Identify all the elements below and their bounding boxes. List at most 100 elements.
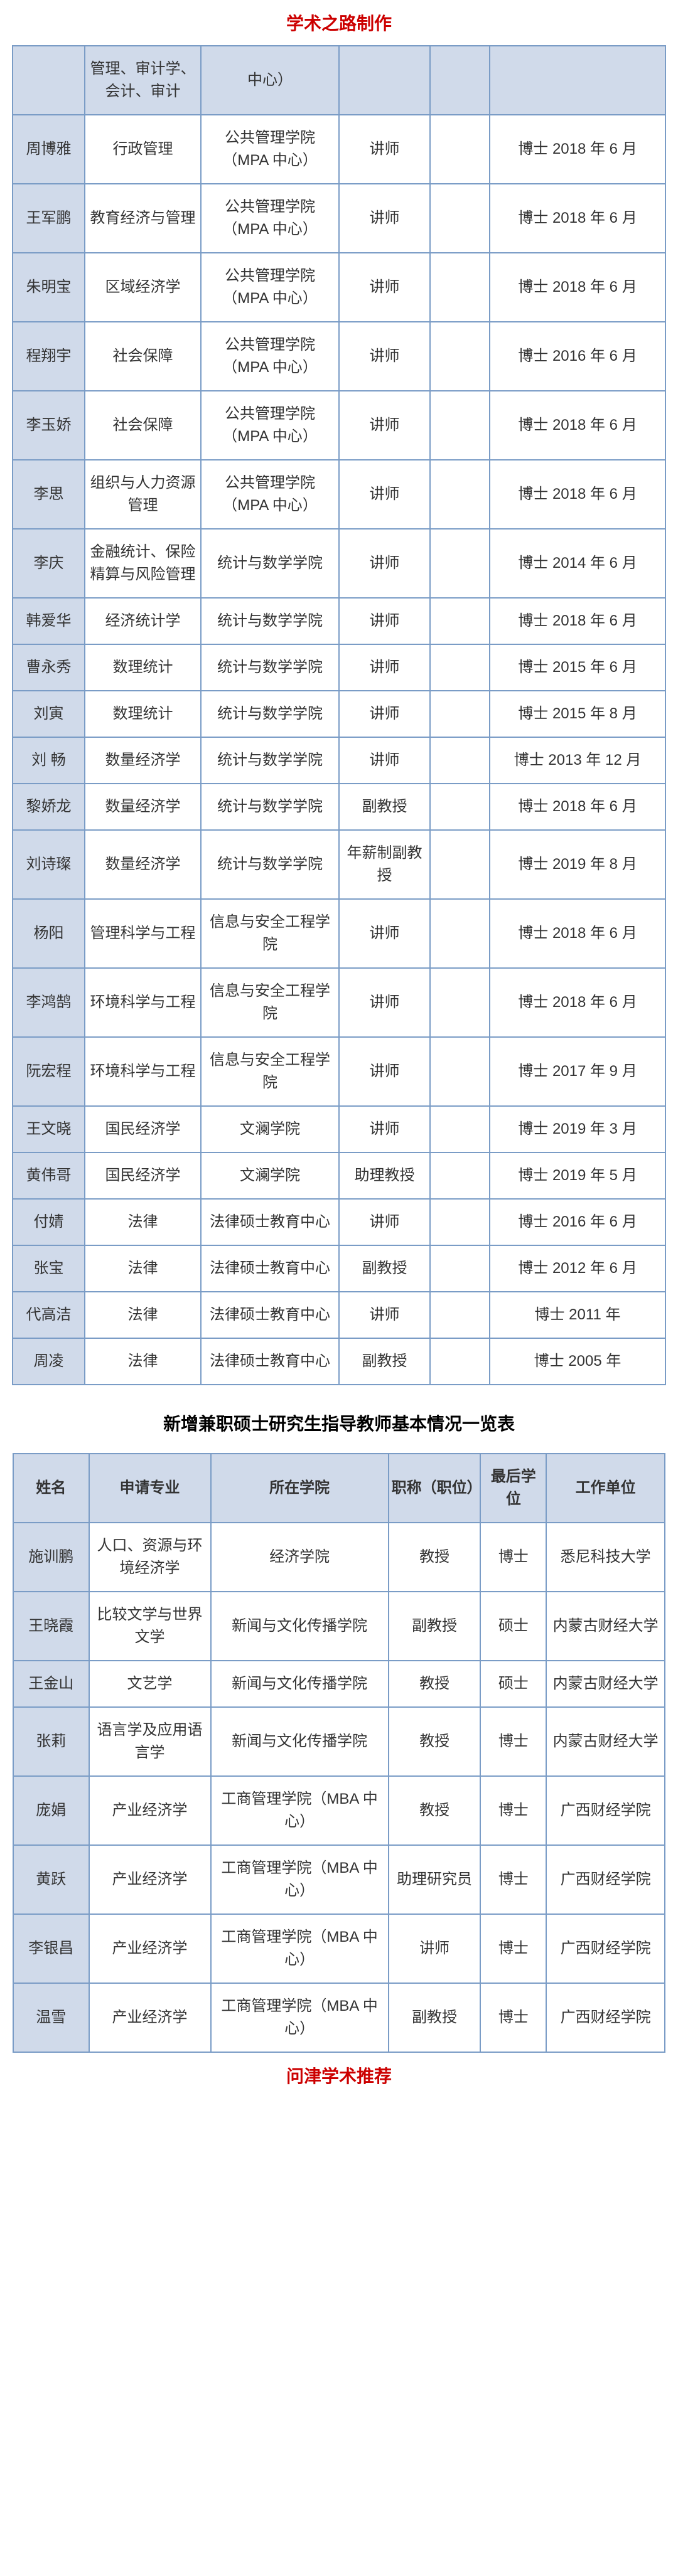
table-row: 阮宏程环境科学与工程信息与安全工程学院讲师博士 2017 年 9 月: [13, 1037, 665, 1106]
data-cell: [430, 899, 490, 968]
data-cell: 公共管理学院（MPA 中心）: [201, 322, 339, 391]
name-cell: 曹永秀: [13, 644, 85, 691]
data-cell: 环境科学与工程: [85, 1037, 201, 1106]
table2-header-cell: 姓名: [13, 1454, 89, 1523]
data-cell: 信息与安全工程学院: [201, 1037, 339, 1106]
table1-header-cell: 中心）: [201, 46, 339, 115]
table1-header-cell: [339, 46, 430, 115]
table1-header-cell: [430, 46, 490, 115]
data-cell: 讲师: [339, 184, 430, 253]
name-cell: 付婧: [13, 1199, 85, 1245]
name-cell: 李银昌: [13, 1914, 89, 1983]
data-cell: 产业经济学: [89, 1776, 211, 1845]
data-cell: 副教授: [389, 1983, 481, 2052]
data-cell: 法律: [85, 1338, 201, 1385]
data-cell: 博士 2012 年 6 月: [490, 1245, 665, 1292]
data-cell: 讲师: [339, 598, 430, 644]
table-row: 周凌法律法律硕士教育中心副教授 博士 2005 年: [13, 1338, 665, 1385]
name-cell: 周凌: [13, 1338, 85, 1385]
table-row: 庞娟产业经济学工商管理学院（MBA 中心）教授博士广西财经学院: [13, 1776, 665, 1845]
data-cell: [430, 391, 490, 460]
data-cell: [430, 784, 490, 830]
data-cell: 文艺学: [89, 1661, 211, 1707]
data-cell: 讲师: [339, 115, 430, 184]
data-cell: 博士 2018 年 6 月: [490, 115, 665, 184]
data-cell: 副教授: [389, 1592, 481, 1661]
data-cell: [430, 1245, 490, 1292]
data-cell: 博士 2018 年 6 月: [490, 968, 665, 1037]
data-cell: 博士: [480, 1707, 546, 1776]
name-cell: 温雪: [13, 1983, 89, 2052]
table2-header-cell: 工作单位: [546, 1454, 665, 1523]
data-cell: 副教授: [339, 1338, 430, 1385]
table-row: 李鸿鹄环境科学与工程信息与安全工程学院讲师博士 2018 年 6 月: [13, 968, 665, 1037]
name-cell: 刘诗璨: [13, 830, 85, 899]
data-cell: 教授: [389, 1661, 481, 1707]
data-cell: 数理统计: [85, 691, 201, 737]
table-row: 黄伟哥国民经济学文澜学院助理教授博士 2019 年 5 月: [13, 1152, 665, 1199]
data-cell: 博士 2018 年 6 月: [490, 253, 665, 322]
data-cell: [430, 184, 490, 253]
data-cell: 博士: [480, 1845, 546, 1914]
name-cell: 王文晓: [13, 1106, 85, 1152]
data-cell: 讲师: [339, 1106, 430, 1152]
data-cell: 统计与数学学院: [201, 691, 339, 737]
table-row: 王军鹏教育经济与管理公共管理学院（MPA 中心）讲师博士 2018 年 6 月: [13, 184, 665, 253]
data-cell: 产业经济学: [89, 1845, 211, 1914]
data-cell: 社会保障: [85, 391, 201, 460]
data-cell: 经济学院: [211, 1523, 389, 1592]
data-cell: 语言学及应用语言学: [89, 1707, 211, 1776]
data-cell: 环境科学与工程: [85, 968, 201, 1037]
data-cell: [430, 1292, 490, 1338]
data-cell: 博士 2019 年 5 月: [490, 1152, 665, 1199]
table2-header-cell: 申请专业: [89, 1454, 211, 1523]
data-cell: 公共管理学院（MPA 中心）: [201, 391, 339, 460]
data-cell: 组织与人力资源管理: [85, 460, 201, 529]
data-cell: 比较文学与世界文学: [89, 1592, 211, 1661]
data-cell: 助理教授: [339, 1152, 430, 1199]
data-cell: 博士 2017 年 9 月: [490, 1037, 665, 1106]
name-cell: 王晓霞: [13, 1592, 89, 1661]
faculty-table-2: 姓名申请专业所在学院职称（职位）最后学位工作单位施训鹏人口、资源与环境经济学经济…: [13, 1453, 665, 2053]
name-cell: 朱明宝: [13, 253, 85, 322]
data-cell: 统计与数学学院: [201, 830, 339, 899]
data-cell: 经济统计学: [85, 598, 201, 644]
data-cell: 法律: [85, 1199, 201, 1245]
data-cell: 硕士: [480, 1661, 546, 1707]
data-cell: 人口、资源与环境经济学: [89, 1523, 211, 1592]
table-row: 刘 畅数量经济学统计与数学学院讲师博士 2013 年 12 月: [13, 737, 665, 784]
data-cell: [430, 737, 490, 784]
table-row: 韩爱华经济统计学统计与数学学院讲师博士 2018 年 6 月: [13, 598, 665, 644]
data-cell: 工商管理学院（MBA 中心）: [211, 1845, 389, 1914]
data-cell: 博士 2014 年 6 月: [490, 529, 665, 598]
data-cell: 讲师: [389, 1914, 481, 1983]
table-row: 张莉语言学及应用语言学新闻与文化传播学院教授博士内蒙古财经大学: [13, 1707, 665, 1776]
table-row: 王文晓国民经济学文澜学院讲师博士 2019 年 3 月: [13, 1106, 665, 1152]
data-cell: 产业经济学: [89, 1914, 211, 1983]
name-cell: 李思: [13, 460, 85, 529]
data-cell: 新闻与文化传播学院: [211, 1592, 389, 1661]
name-cell: 黎娇龙: [13, 784, 85, 830]
name-cell: 李玉娇: [13, 391, 85, 460]
table-row: 黄跃产业经济学工商管理学院（MBA 中心）助理研究员博士广西财经学院: [13, 1845, 665, 1914]
data-cell: 博士 2015 年 8 月: [490, 691, 665, 737]
data-cell: 公共管理学院（MPA 中心）: [201, 115, 339, 184]
name-cell: 阮宏程: [13, 1037, 85, 1106]
data-cell: 广西财经学院: [546, 1983, 665, 2052]
bottom-title: 问津学术推荐: [0, 2053, 678, 2098]
data-cell: 内蒙古财经大学: [546, 1707, 665, 1776]
name-cell: 韩爱华: [13, 598, 85, 644]
data-cell: 讲师: [339, 968, 430, 1037]
data-cell: 博士 2005 年: [490, 1338, 665, 1385]
data-cell: 博士 2013 年 12 月: [490, 737, 665, 784]
data-cell: 讲师: [339, 644, 430, 691]
data-cell: 博士 2016 年 6 月: [490, 1199, 665, 1245]
data-cell: 信息与安全工程学院: [201, 968, 339, 1037]
table-row: 温雪产业经济学工商管理学院（MBA 中心）副教授博士广西财经学院: [13, 1983, 665, 2052]
data-cell: [430, 1199, 490, 1245]
data-cell: 教育经济与管理: [85, 184, 201, 253]
data-cell: 法律硕士教育中心: [201, 1338, 339, 1385]
data-cell: [430, 529, 490, 598]
data-cell: 产业经济学: [89, 1983, 211, 2052]
data-cell: 博士: [480, 1983, 546, 2052]
